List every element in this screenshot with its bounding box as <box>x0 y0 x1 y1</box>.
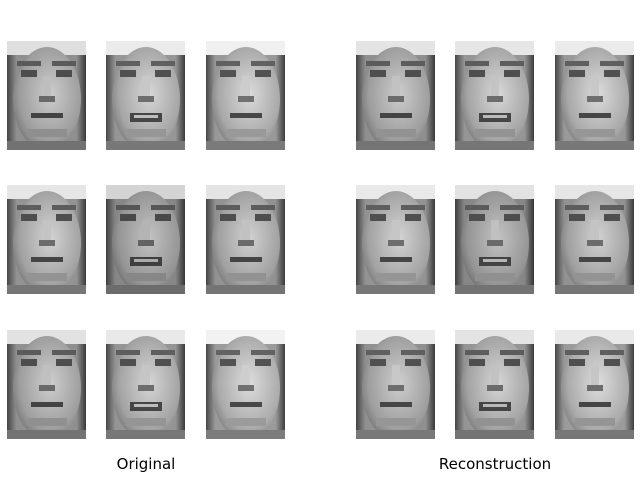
reconstruction-face-image <box>356 41 435 150</box>
original-face-image <box>106 185 185 294</box>
original-face-image <box>206 41 285 150</box>
original-face-image <box>106 330 185 439</box>
original-face-image <box>7 185 86 294</box>
original-face-image <box>106 41 185 150</box>
reconstruction-face-image <box>356 330 435 439</box>
reconstruction-face-image <box>356 185 435 294</box>
reconstruction-face-image <box>455 330 534 439</box>
original-face-image <box>206 330 285 439</box>
original-face-image <box>7 41 86 150</box>
reconstruction-face-image <box>555 185 634 294</box>
reconstruction-face-image <box>555 41 634 150</box>
original-face-image <box>206 185 285 294</box>
reconstruction-face-image <box>455 185 534 294</box>
reconstruction-face-image <box>455 41 534 150</box>
original-caption: Original <box>117 457 176 472</box>
reconstruction-face-image <box>555 330 634 439</box>
original-face-image <box>7 330 86 439</box>
reconstruction-caption: Reconstruction <box>439 457 551 472</box>
